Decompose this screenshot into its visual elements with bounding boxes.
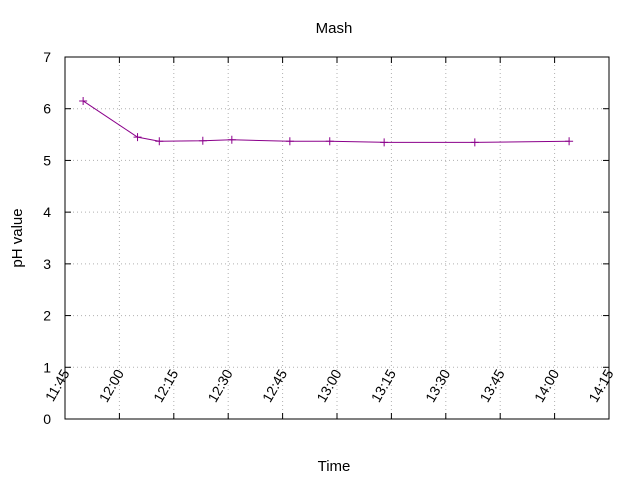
y-tick-label: 2 bbox=[43, 308, 51, 324]
y-tick-label: 0 bbox=[43, 411, 51, 427]
y-tick-label: 1 bbox=[43, 359, 51, 375]
data-point bbox=[227, 135, 236, 144]
data-point bbox=[79, 96, 88, 105]
x-tick-label: 13:15 bbox=[368, 366, 399, 405]
y-tick-label: 3 bbox=[43, 256, 51, 272]
y-tick-label: 4 bbox=[43, 204, 51, 220]
x-tick-label: 12:45 bbox=[259, 366, 290, 405]
data-point bbox=[285, 137, 294, 146]
x-tick-label: 14:00 bbox=[531, 366, 562, 405]
data-point bbox=[198, 136, 207, 145]
x-tick-label: 14:15 bbox=[585, 366, 616, 405]
grid bbox=[65, 57, 609, 419]
x-tick-label: 13:30 bbox=[422, 366, 453, 405]
x-axis-label: Time bbox=[318, 458, 351, 475]
x-tick-label: 13:00 bbox=[313, 366, 344, 405]
x-tick-label: 13:45 bbox=[476, 366, 507, 405]
series-layer bbox=[79, 96, 574, 147]
data-point bbox=[565, 137, 574, 146]
x-tick-label: 12:00 bbox=[96, 366, 127, 405]
y-tick-label: 5 bbox=[43, 152, 51, 168]
data-point bbox=[133, 133, 142, 142]
x-tick-label: 12:30 bbox=[204, 366, 235, 405]
data-point bbox=[380, 138, 389, 147]
series-line bbox=[82, 100, 570, 143]
chart-title: Mash bbox=[316, 20, 353, 37]
data-point bbox=[470, 138, 479, 147]
y-axis-label: pH value bbox=[9, 208, 26, 267]
y-tick-label: 7 bbox=[43, 49, 51, 65]
x-tick-label: 12:15 bbox=[150, 366, 181, 405]
y-tick-label: 6 bbox=[43, 101, 51, 117]
data-point bbox=[325, 137, 334, 146]
data-point bbox=[155, 137, 164, 146]
